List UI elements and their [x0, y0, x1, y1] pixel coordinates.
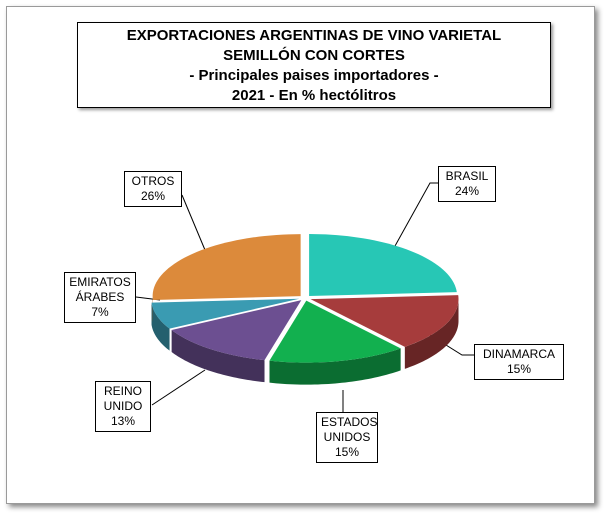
- data-label: EMIRATOS ÁRABES 7%: [64, 272, 136, 323]
- slice-side: [404, 299, 459, 369]
- slice: [151, 298, 300, 329]
- value-label: 26%: [140, 189, 166, 203]
- leader-line: [394, 182, 440, 247]
- value-label: 24%: [454, 184, 480, 198]
- title-box: EXPORTACIONES ARGENTINAS DE VINO VARIETA…: [77, 22, 551, 108]
- slice: [171, 300, 302, 361]
- category-label: ESTADOS UNIDOS: [321, 415, 378, 444]
- slice-side: [171, 330, 265, 383]
- data-label: ESTADOS UNIDOS 15%: [316, 412, 378, 463]
- category-label: OTROS: [131, 174, 175, 188]
- data-label: DINAMARCA 15%: [474, 344, 564, 380]
- chart-subtitle: 2021 - En % hectólitros: [231, 87, 397, 104]
- category-label: EMIRATOS ÁRABES: [69, 275, 131, 304]
- slice: [310, 295, 459, 347]
- category-label: BRASIL: [445, 169, 489, 183]
- category-label: REINO UNIDO: [103, 384, 143, 413]
- leader-line: [151, 369, 206, 406]
- value-label: 7%: [91, 305, 109, 319]
- value-label: 15%: [506, 362, 532, 376]
- value-label: 15%: [334, 445, 360, 459]
- pie: [151, 234, 459, 385]
- category-label: DINAMARCA: [482, 347, 555, 361]
- data-label: OTROS 26%: [124, 171, 182, 207]
- chart-subtitle: - Principales paises importadores -: [189, 67, 439, 84]
- slice-side: [151, 302, 170, 351]
- value-label: 13%: [110, 414, 136, 428]
- slice-side: [269, 348, 401, 385]
- data-label: REINO UNIDO 13%: [95, 381, 151, 432]
- slice: [269, 300, 401, 363]
- slice: [309, 234, 457, 297]
- leader-line: [181, 194, 206, 251]
- slice: [152, 234, 301, 301]
- chart-title: EXPORTACIONES ARGENTINAS DE VINO VARIETA…: [126, 27, 502, 64]
- data-label: BRASIL 24%: [438, 166, 496, 202]
